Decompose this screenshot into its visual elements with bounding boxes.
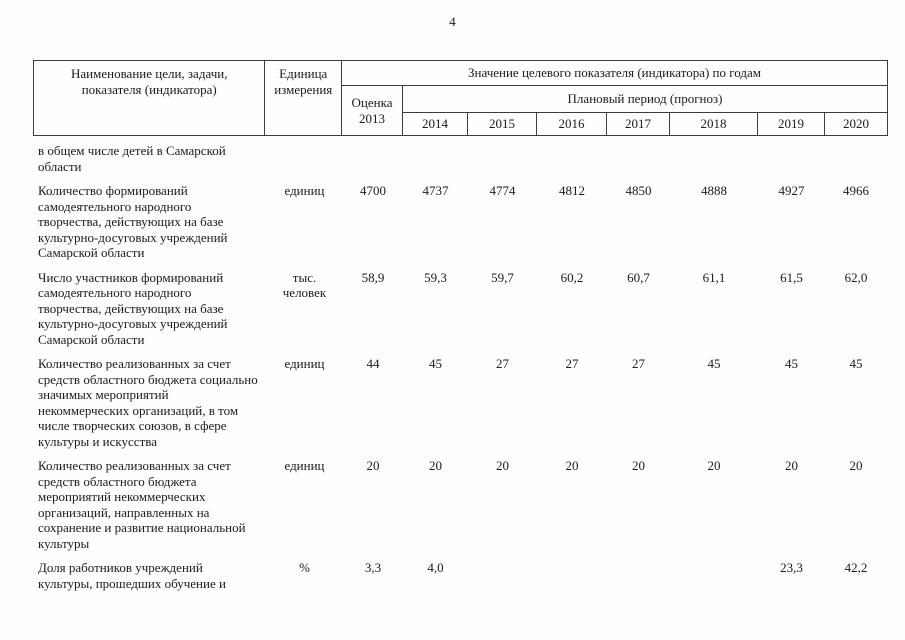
value-cell: 62,0 [844,269,868,285]
value-cell: 20 [785,458,798,473]
value-cell: 44 [366,356,380,371]
table-row: в общем числе детей в Самарской области [33,143,888,174]
page-number: 4 [449,14,456,29]
value-cell: 20 [849,458,863,473]
value-cell: 4966 [843,183,869,198]
value-cell: 20 [366,458,380,473]
value-cell: 61,1 [702,269,726,285]
header-plan-period-cell: Плановый период (прогноз) [403,86,887,113]
unit-cell: тыс. человек [282,269,327,301]
table-header: Наименование цели, задачи, показателя (и… [33,60,888,136]
indicator-name-cell: Количество реализованных за счет средств… [38,356,258,449]
header-year-2019: 2019 [758,113,825,135]
value-cell: 27 [632,356,645,371]
value-cell: 4737 [422,183,449,198]
value-cell: 20 [496,458,509,473]
value-cell: 4850 [625,183,652,198]
header-values-group: Значение целевого показателя (индикатора… [342,61,887,135]
indicator-name-cell: Количество формирований самодеятельного … [38,183,228,260]
indicator-name-cell: Количество реализованных за счет средств… [38,458,246,551]
value-cell: 20 [632,458,645,473]
value-cell: 4774 [489,183,516,198]
header-year-row: 2014 2015 2016 2017 2018 2019 2020 [403,113,887,135]
table-row: Количество реализованных за счет средств… [33,356,888,449]
value-cell: 60,7 [627,269,650,285]
table-row: Количество реализованных за счет средств… [33,458,888,551]
value-cell: 20 [429,458,442,473]
header-name-cell: Наименование цели, задачи, показателя (и… [34,61,266,135]
value-cell: 61,5 [780,269,803,285]
header-unit-cell: Единица измерения [265,61,342,135]
header-year-2020: 2020 [843,116,869,131]
header-values-cell: Значение целевого показателя (индикатора… [342,61,887,86]
value-cell: 4888 [701,183,727,198]
header-year-2015: 2015 [468,113,537,135]
indicator-name-cell: Доля работников учреждений культуры, про… [38,560,226,591]
value-cell: 58,9 [361,269,385,285]
value-cell: 45 [707,356,721,371]
value-cell: 20 [565,458,579,473]
value-cell: 45 [849,356,863,371]
value-cell: 60,2 [560,269,584,285]
unit-cell: единиц [284,458,325,473]
value-cell: 4927 [778,183,805,198]
unit-cell: % [299,560,310,575]
indicator-name-cell: Число участников формирований самодеятел… [38,269,228,347]
header-year-2017: 2017 [607,113,670,135]
table-row: Количество формирований самодеятельного … [33,183,888,261]
header-year-2014: 2014 [403,113,468,135]
value-cell: 3,3 [364,560,382,575]
table-body: в общем числе детей в Самарской области … [33,136,888,591]
header-year-2018: 2018 [670,113,758,135]
header-estimate-2013-cell: Оценка 2013 [342,86,403,135]
value-cell: 42,2 [844,560,868,575]
value-cell: 45 [785,356,798,371]
value-cell: 45 [429,356,442,371]
value-cell: 27 [565,356,579,371]
value-cell: 4700 [360,183,386,198]
value-cell: 4,0 [427,560,444,575]
table-row: Число участников формирований самодеятел… [33,270,888,348]
unit-cell: единиц [284,183,325,198]
indicators-table: Наименование цели, задачи, показателя (и… [33,60,888,600]
value-cell: 59,3 [424,269,447,285]
value-cell: 59,7 [491,269,514,285]
value-cell: 27 [496,356,509,371]
indicator-name-cell: в общем числе детей в Самарской области [38,143,226,174]
value-cell: 20 [707,458,721,473]
unit-cell: единиц [284,356,325,371]
value-cell: 23,3 [780,560,803,575]
table-row: Доля работников учреждений культуры, про… [33,560,888,591]
value-cell: 4812 [559,183,585,198]
header-year-2016: 2016 [537,113,607,135]
